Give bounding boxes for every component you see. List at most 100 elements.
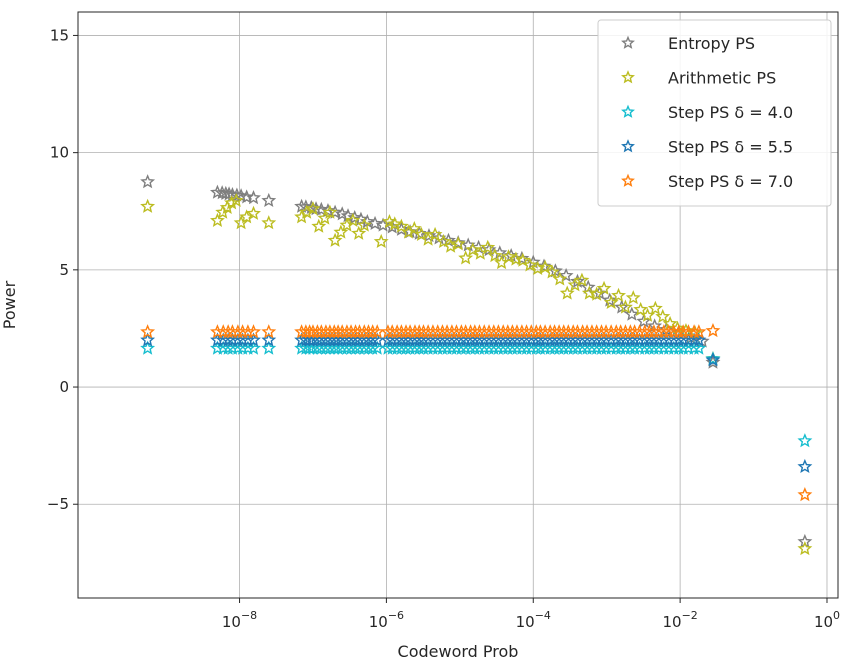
data-point — [322, 204, 338, 219]
legend-item: Arithmetic PS — [621, 69, 776, 88]
legend-label: Entropy PS — [668, 34, 755, 53]
legend-item: Step PS δ = 4.0 — [621, 103, 793, 122]
data-point — [333, 224, 349, 239]
series-4 — [140, 322, 813, 502]
y-tick-label: 15 — [50, 26, 69, 44]
y-tick-label: −5 — [47, 495, 69, 513]
legend-item: Step PS δ = 7.0 — [621, 172, 793, 191]
data-point — [224, 195, 240, 210]
data-point — [215, 204, 231, 219]
data-point — [574, 272, 590, 287]
data-point — [140, 340, 156, 355]
data-point — [797, 433, 813, 448]
legend-marker — [621, 173, 635, 187]
data-point — [294, 198, 310, 213]
data-point — [552, 271, 568, 286]
data-point — [614, 299, 630, 314]
data-point — [261, 332, 277, 347]
x-tick-label: 10−4 — [516, 609, 551, 631]
data-point — [647, 300, 663, 315]
data-point — [570, 273, 585, 288]
grid — [78, 12, 838, 598]
data-point — [624, 306, 640, 321]
data-point — [705, 354, 721, 369]
data-point — [401, 224, 416, 239]
data-point — [691, 324, 707, 339]
data-point — [436, 233, 451, 249]
data-point — [261, 215, 277, 230]
data-point — [339, 217, 355, 232]
data-point — [351, 225, 367, 240]
data-point — [140, 174, 156, 189]
x-tick-label: 100 — [814, 609, 840, 631]
data-point — [686, 340, 702, 355]
data-point — [373, 233, 389, 249]
data-point — [367, 215, 383, 230]
data-point — [530, 260, 546, 275]
x-axis-label: Codeword Prob — [398, 642, 519, 661]
data-point — [465, 242, 481, 257]
data-point — [356, 217, 372, 232]
ticks: 10−8 10−6 10−4 10−2 100 15 10 5 0 −5 — [47, 26, 840, 631]
data-point — [359, 213, 375, 229]
data-point — [480, 239, 496, 254]
data-point — [387, 216, 403, 231]
x-tick-label: 10−8 — [222, 609, 257, 631]
data-point — [686, 324, 702, 339]
data-point — [305, 201, 321, 216]
data-point — [617, 299, 633, 314]
data-point — [797, 458, 813, 474]
data-point — [501, 249, 516, 264]
data-point — [705, 351, 721, 366]
data-point — [691, 332, 707, 347]
data-point — [450, 235, 466, 250]
data-point — [797, 540, 813, 556]
y-tick-label: 0 — [59, 378, 69, 396]
data-point — [261, 340, 277, 355]
data-point — [406, 220, 422, 236]
data-point — [522, 257, 538, 272]
data-point — [611, 287, 626, 302]
data-point — [515, 252, 531, 267]
y-tick-label: 5 — [59, 261, 69, 279]
data-points — [140, 174, 813, 556]
data-point — [353, 211, 369, 226]
data-point — [228, 192, 244, 208]
data-point — [797, 487, 813, 502]
legend-item: Entropy PS — [621, 34, 755, 53]
series-3 — [140, 332, 813, 474]
data-point — [327, 204, 343, 219]
data-point — [625, 290, 641, 305]
data-point — [299, 204, 315, 219]
legend-label: Step PS δ = 7.0 — [668, 172, 793, 191]
data-point — [544, 264, 560, 279]
data-point — [686, 332, 702, 347]
data-point — [365, 340, 381, 355]
y-tick-label: 10 — [50, 144, 69, 162]
data-point — [246, 324, 261, 339]
data-point — [655, 308, 671, 324]
data-point — [140, 198, 156, 213]
legend-marker — [621, 139, 635, 153]
data-point — [209, 184, 225, 199]
data-point — [602, 292, 618, 307]
legend-marker — [621, 70, 635, 84]
series-2 — [140, 340, 813, 448]
legend: Entropy PS Arithmetic PS Step PS δ = 4.0 St… — [597, 19, 832, 207]
data-point — [427, 226, 443, 242]
data-point — [487, 247, 503, 263]
legend-marker — [621, 104, 635, 118]
x-tick-label: 10−6 — [369, 609, 404, 631]
data-point — [558, 267, 574, 283]
data-point — [508, 251, 524, 266]
data-point — [536, 258, 552, 273]
data-point — [705, 352, 721, 367]
legend-marker — [621, 35, 635, 49]
data-point — [246, 332, 261, 347]
data-point — [705, 322, 721, 338]
data-point — [365, 332, 381, 347]
data-point — [261, 192, 277, 208]
data-point — [246, 190, 261, 205]
legend-box — [597, 19, 832, 207]
data-point — [633, 301, 649, 317]
